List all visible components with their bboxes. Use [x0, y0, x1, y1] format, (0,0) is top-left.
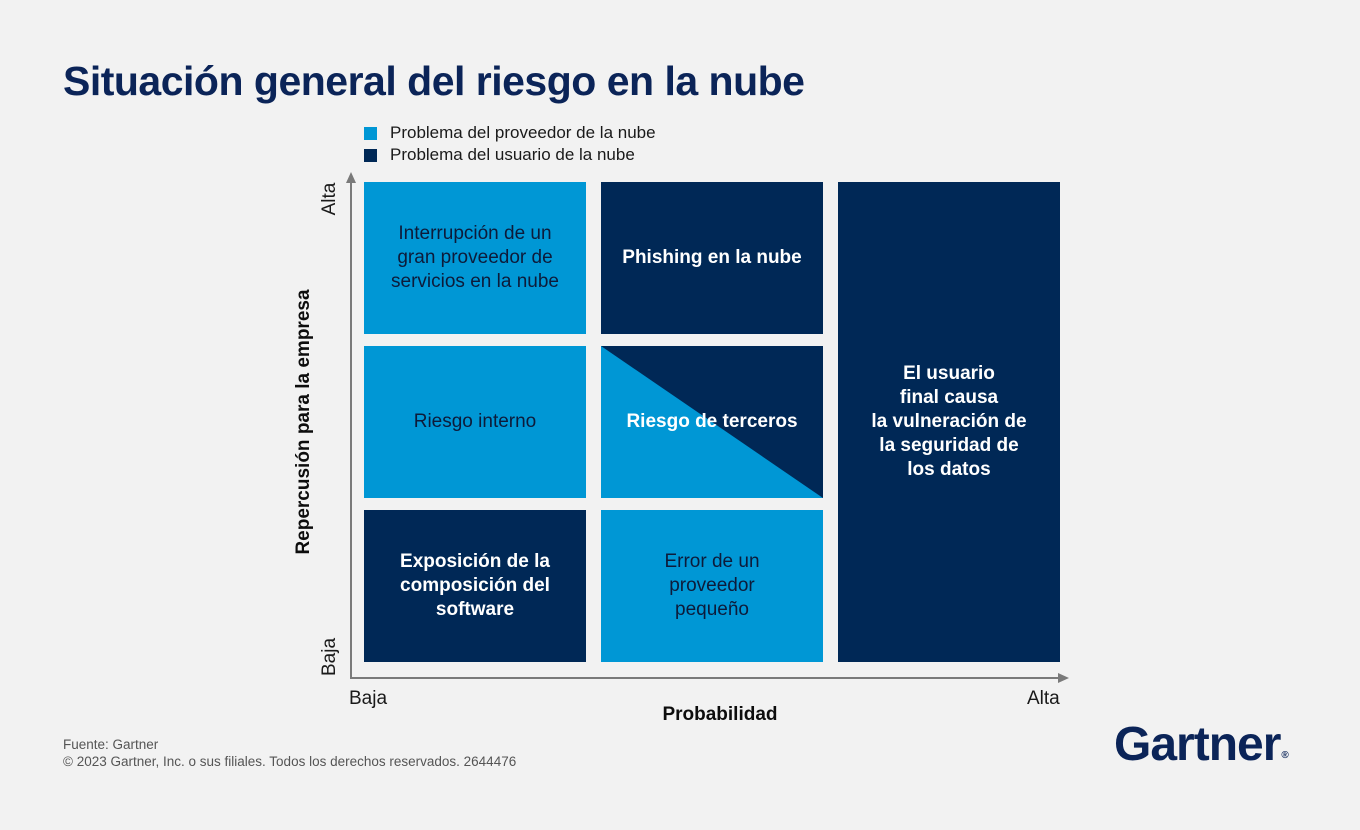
page-title: Situación general del riesgo en la nube	[63, 58, 805, 104]
cell-label: El usuario final causa la vulneración de…	[871, 363, 1027, 480]
split-triangle	[601, 346, 823, 498]
x-axis-title: Probabilidad	[662, 704, 778, 725]
cell-small-provider-error: Error de un proveedor pequeño	[601, 510, 823, 662]
cell-label: Phishing en la nube	[622, 247, 802, 268]
x-tick-low: Baja	[349, 688, 388, 709]
gartner-logo: Gartner®	[1114, 717, 1289, 772]
cell-label: Riesgo de terceros	[626, 411, 798, 432]
cell-cloud-phishing: Phishing en la nube	[601, 182, 823, 334]
cell-third-party-risk: Riesgo de terceros	[601, 346, 823, 498]
y-axis-arrow	[346, 172, 356, 183]
y-axis-title: Repercusión para la empresa	[293, 289, 314, 555]
x-axis-arrow	[1058, 673, 1069, 683]
legend-label-provider: Problema del proveedor de la nube	[390, 123, 656, 142]
cell-large-provider-outage: Interrupción de un gran proveedor de ser…	[364, 182, 586, 334]
y-tick-low: Baja	[319, 637, 340, 677]
cell-label: Riesgo interno	[413, 411, 537, 432]
cell-insider-risk: Riesgo interno	[364, 346, 586, 498]
footer-copyright: © 2023 Gartner, Inc. o sus filiales. Tod…	[63, 754, 517, 769]
legend-item-provider: Problema del proveedor de la nube	[364, 122, 656, 144]
legend-label-user: Problema del usuario de la nube	[390, 145, 635, 164]
cell-label: Exposición de la composición del softwar…	[400, 551, 550, 620]
x-tick-high: Alta	[1027, 688, 1060, 709]
legend: Problema del proveedor de la nube Proble…	[364, 122, 656, 166]
legend-swatch-provider	[364, 126, 377, 140]
legend-swatch-user	[364, 148, 377, 162]
cell-software-composition: Exposición de la composición del softwar…	[364, 510, 586, 662]
cell-end-user-breach: El usuario final causa la vulneración de…	[838, 182, 1060, 662]
cell-label: Interrupción de un gran proveedor de ser…	[391, 223, 559, 292]
cell-label: Error de un proveedor pequeño	[664, 551, 760, 620]
footer-source: Fuente: Gartner	[63, 737, 159, 752]
legend-item-user: Problema del usuario de la nube	[364, 144, 656, 166]
y-tick-high: Alta	[319, 182, 340, 216]
registered-mark: ®	[1281, 750, 1288, 761]
logo-text: Gartner	[1114, 718, 1281, 771]
footer: Fuente: Gartner © 2023 Gartner, Inc. o s…	[63, 736, 516, 770]
